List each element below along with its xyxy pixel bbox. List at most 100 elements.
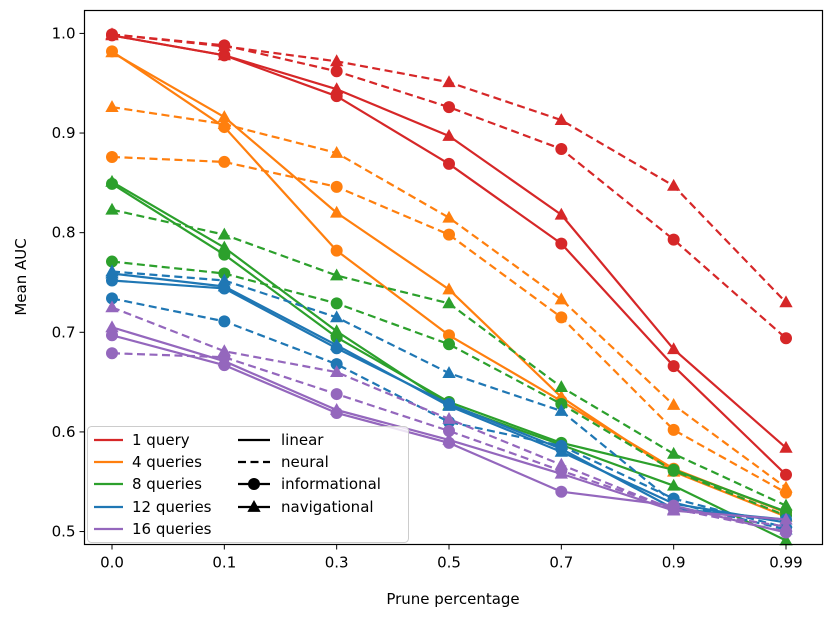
data-point (105, 264, 119, 277)
data-point (779, 519, 793, 532)
data-point (330, 65, 343, 78)
data-point (330, 310, 344, 323)
data-point (442, 210, 456, 223)
series (105, 100, 793, 493)
data-point (217, 48, 231, 61)
data-point (442, 366, 456, 379)
data-point (554, 390, 568, 402)
data-point (780, 468, 792, 481)
data-point (779, 533, 793, 546)
data-point (330, 324, 344, 337)
data-point (667, 478, 681, 491)
data-point (442, 75, 456, 88)
y-tick-label: 1.0 (52, 24, 76, 42)
data-point (217, 279, 231, 292)
data-point (217, 227, 231, 240)
data-point (667, 178, 681, 191)
data-point (667, 342, 681, 355)
data-point (217, 110, 231, 123)
legend-label: informational (281, 475, 381, 493)
data-point (330, 297, 343, 310)
y-tick-label: 0.6 (52, 423, 76, 441)
legend-label: neural (281, 453, 329, 471)
data-point (106, 347, 118, 360)
x-tick-label: 0.99 (769, 554, 802, 572)
data-point (105, 202, 119, 215)
x-axis-label: Prune percentage (386, 590, 519, 608)
data-point (106, 292, 118, 305)
data-point (330, 403, 344, 415)
x-tick-label: 0.5 (437, 554, 461, 572)
data-point (217, 240, 231, 253)
legend-label: linear (281, 431, 324, 449)
data-point (443, 157, 455, 170)
data-point (554, 457, 568, 470)
data-point (442, 432, 456, 445)
data-point (443, 329, 455, 342)
data-point (442, 129, 456, 141)
legend-label: 1 query (132, 431, 190, 449)
y-tick-label: 0.7 (52, 323, 76, 341)
data-point (330, 338, 344, 351)
data-point (554, 380, 568, 392)
data-point (779, 480, 793, 493)
data-point (217, 344, 231, 357)
data-point (106, 255, 118, 268)
series (105, 202, 793, 511)
data-point (667, 423, 680, 436)
data-point (667, 233, 680, 246)
data-point (106, 329, 118, 342)
y-tick-label: 0.5 (52, 523, 76, 541)
data-point (555, 142, 568, 155)
series (105, 300, 793, 532)
data-point (218, 315, 231, 328)
data-point (330, 388, 343, 401)
data-point (330, 54, 344, 67)
data-point (554, 113, 568, 125)
data-point (667, 464, 680, 477)
data-point (554, 207, 568, 220)
x-tick-label: 0.0 (100, 554, 124, 572)
data-point (667, 446, 681, 459)
data-point (443, 424, 455, 437)
y-axis: 0.5 0.6 0.7 0.8 0.9 1.0 (52, 24, 85, 541)
data-point (105, 320, 119, 333)
data-point (330, 205, 344, 218)
legend-label: 4 queries (132, 453, 202, 471)
series-layer (105, 27, 793, 546)
data-point (217, 39, 231, 52)
y-axis-label: Mean AUC (12, 238, 30, 315)
data-point (667, 360, 680, 373)
x-axis: 0.0 0.1 0.3 0.5 0.7 0.9 0.99 (100, 544, 803, 572)
data-point (554, 292, 568, 305)
data-point (330, 358, 343, 371)
data-point (554, 404, 568, 416)
data-point (330, 365, 344, 378)
data-point (105, 27, 119, 40)
data-point (442, 282, 456, 295)
data-point (105, 45, 119, 58)
data-point (779, 295, 793, 308)
data-point (555, 485, 568, 498)
x-tick-label: 0.7 (549, 554, 573, 572)
legend-label: 8 queries (132, 475, 202, 493)
legend: 1 query 4 queries 8 queries 12 queries 16 qu… (87, 426, 409, 543)
data-point (779, 498, 793, 511)
data-point (443, 338, 455, 351)
data-point (555, 311, 568, 324)
data-point (330, 244, 343, 257)
data-point (106, 150, 118, 163)
y-tick-label: 0.9 (52, 124, 76, 142)
legend-label: 12 queries (132, 498, 212, 516)
x-tick-label: 0.9 (662, 554, 686, 572)
data-point (443, 101, 455, 114)
data-point (667, 398, 681, 410)
plot-frame (83, 9, 824, 546)
data-point (217, 117, 231, 129)
data-point (330, 180, 343, 193)
y-tick-label: 0.8 (52, 224, 76, 242)
data-point (218, 155, 231, 168)
data-point (442, 296, 456, 309)
data-point (555, 237, 568, 250)
